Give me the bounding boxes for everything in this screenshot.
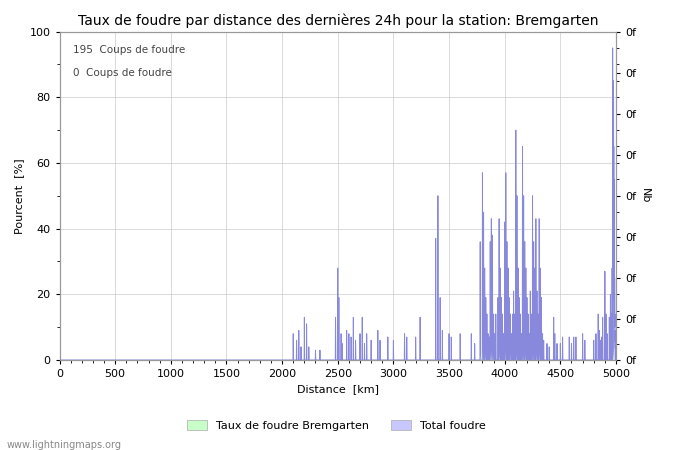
Text: 0  Coups de foudre: 0 Coups de foudre <box>74 68 172 78</box>
Y-axis label: Pourcent  [%]: Pourcent [%] <box>14 158 24 234</box>
Y-axis label: Nb: Nb <box>640 188 650 203</box>
Legend: Taux de foudre Bremgarten, Total foudre: Taux de foudre Bremgarten, Total foudre <box>182 416 490 436</box>
X-axis label: Distance  [km]: Distance [km] <box>297 385 379 395</box>
Text: www.lightningmaps.org: www.lightningmaps.org <box>7 440 122 450</box>
Title: Taux de foudre par distance des dernières 24h pour la station: Bremgarten: Taux de foudre par distance des dernière… <box>78 13 598 27</box>
Text: 195  Coups de foudre: 195 Coups de foudre <box>74 45 186 54</box>
